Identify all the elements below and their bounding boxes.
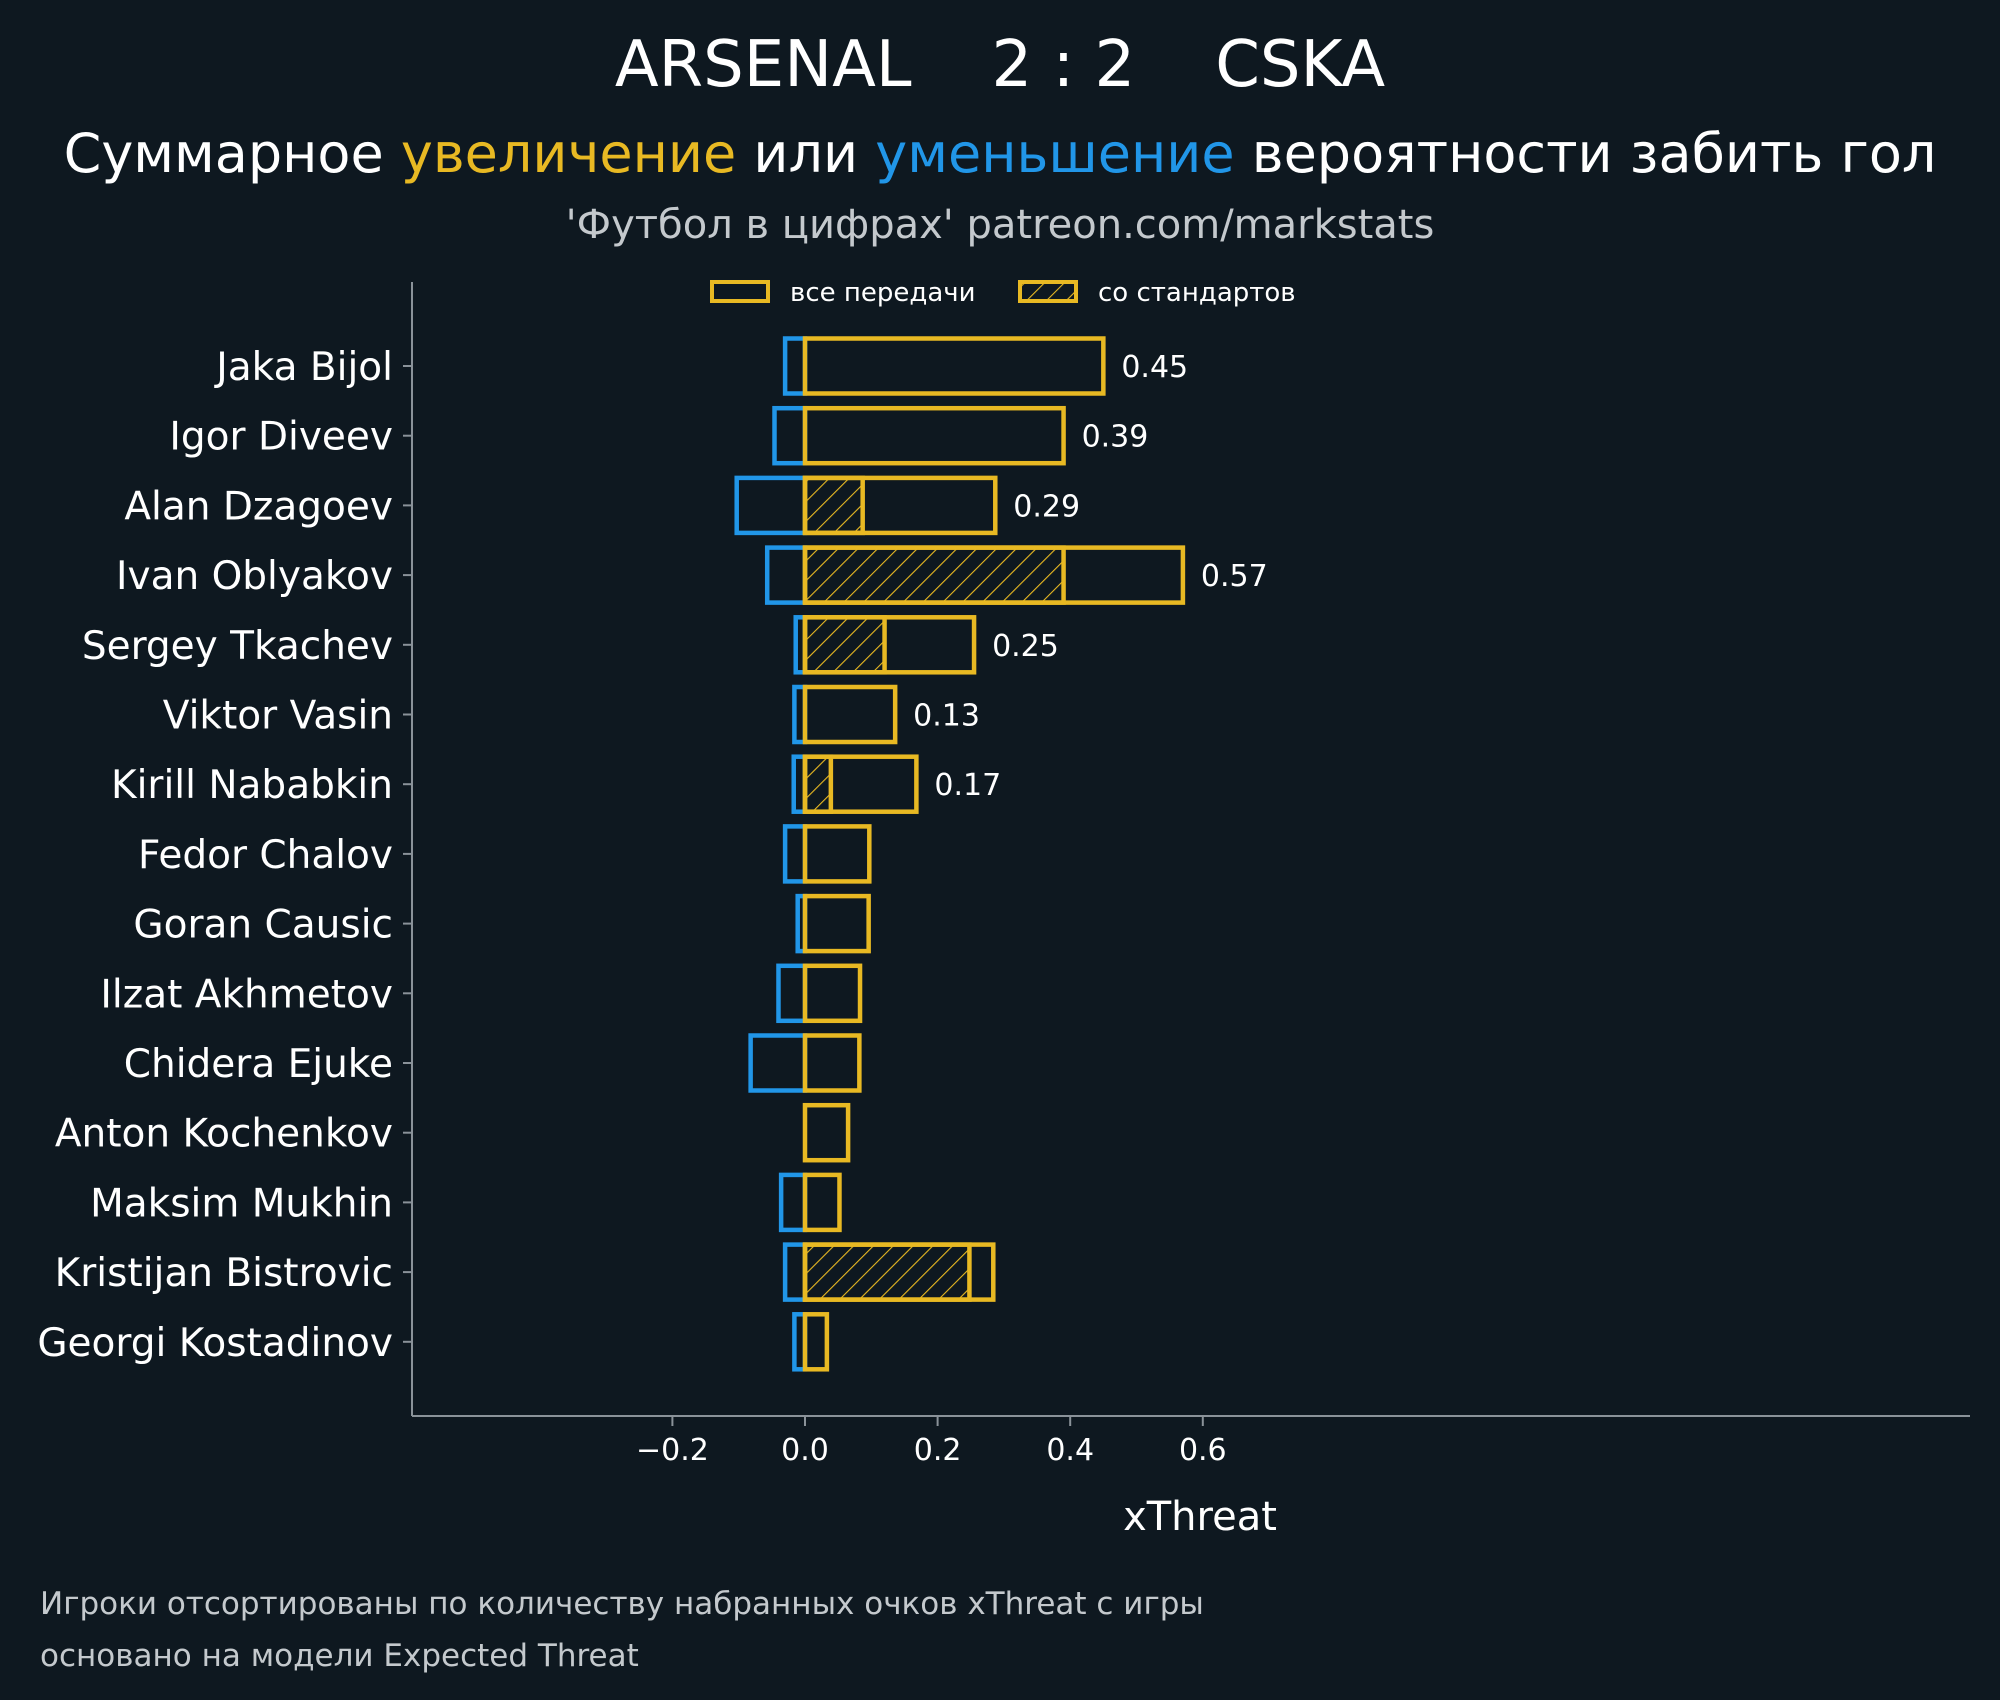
bar-decrease (776, 963, 808, 1024)
bar-decrease (782, 336, 808, 396)
bar-decrease (782, 824, 808, 884)
bar-decrease (778, 1172, 808, 1233)
bar-decrease (782, 1242, 808, 1302)
footer-note-model: основано на модели Expected Threat (40, 1638, 639, 1674)
legend: все передачи со стандартов (710, 278, 1296, 308)
x-axis-label: xThreat (1123, 1494, 1277, 1540)
subtitle-part3: вероятности забить гол (1235, 122, 1937, 185)
legend-label-set-pieces: со стандартов (1098, 278, 1296, 308)
bar-all-passes (802, 1102, 851, 1163)
legend-label-all-passes: все передачи (790, 278, 976, 308)
bar-decrease (734, 475, 808, 536)
bar-all-passes (802, 1242, 996, 1302)
subtitle-increase-word: увеличение (401, 122, 736, 185)
bar-all-passes (802, 545, 1186, 605)
player-label: Anton Kochenkov (55, 1112, 393, 1157)
player-label: Goran Causic (133, 903, 393, 948)
value-label: 0.29 (1013, 489, 1080, 524)
value-label: 0.39 (1082, 420, 1149, 455)
bar-all-passes (802, 963, 863, 1024)
x-tick-label: 0.2 (914, 1433, 962, 1468)
bar-all-passes (802, 893, 871, 954)
bar-all-passes (802, 1033, 862, 1093)
bar-set-pieces (802, 615, 887, 675)
bar-decrease (748, 1033, 808, 1093)
bar-all-passes (802, 684, 898, 745)
x-tick-label: 0.0 (781, 1433, 829, 1468)
chart-source: 'Футбол в цифрах' patreon.com/markstats (566, 202, 1435, 248)
bar-set-pieces (802, 545, 1066, 605)
bar-all-passes (802, 615, 977, 675)
bar-all-passes (802, 824, 872, 884)
bar-decrease (764, 545, 808, 605)
player-labels: Jaka Bijol Igor Diveev Alan Dzagoev Ivan Ob… (37, 345, 412, 1366)
player-label: Ilzat Akhmetov (100, 972, 393, 1017)
chart-subtitle: Суммарное увеличение или уменьшение веро… (64, 122, 1937, 185)
player-label: Georgi Kostadinov (37, 1321, 393, 1366)
player-label: Ivan Oblyakov (116, 554, 393, 599)
home-team: ARSENAL (615, 28, 912, 102)
value-label: 0.25 (992, 629, 1059, 664)
player-label: Kristijan Bistrovic (55, 1251, 393, 1296)
value-label: 0.45 (1121, 350, 1188, 385)
bar-all-passes (802, 475, 998, 536)
subtitle-part1: Суммарное (64, 122, 401, 185)
value-label: 0.13 (913, 699, 980, 734)
legend-swatch-set-pieces (1018, 280, 1078, 303)
bar-set-pieces (802, 475, 865, 536)
player-label: Chidera Ejuke (124, 1042, 393, 1087)
value-label: 0.57 (1201, 559, 1268, 594)
bar-set-pieces (802, 1242, 972, 1302)
player-label: Viktor Vasin (163, 694, 393, 739)
bar-all-passes (802, 754, 919, 814)
match-score: 2 : 2 (992, 28, 1136, 102)
bar-all-passes (802, 336, 1106, 396)
player-label: Kirill Nababkin (111, 763, 393, 808)
bar-all-passes (802, 1312, 830, 1372)
bars-layer: 0.45 0.390.29 0.57 0.25 0.13 0.17 (734, 336, 1268, 1372)
player-label: Igor Diveev (169, 415, 393, 460)
player-label: Alan Dzagoev (124, 484, 393, 529)
away-team: CSKA (1215, 28, 1385, 102)
player-label: Jaka Bijol (213, 345, 393, 390)
x-tick-label: 0.4 (1046, 1433, 1094, 1468)
bar-set-pieces (802, 754, 834, 814)
player-label: Maksim Mukhin (90, 1181, 393, 1226)
x-ticks: −0.2 0.0 0.2 0.4 0.6 (636, 1416, 1227, 1468)
subtitle-part2: или (736, 122, 875, 185)
player-label: Sergey Tkachev (82, 624, 393, 669)
match-title: ARSENAL 2 : 2 CSKA (615, 28, 1385, 102)
bar-all-passes (802, 405, 1066, 466)
x-tick-label: 0.6 (1179, 1433, 1227, 1468)
footer-note-sorted: Игроки отсортированы по количеству набра… (40, 1586, 1204, 1622)
bar-all-passes (802, 1172, 842, 1233)
player-label: Fedor Chalov (138, 833, 393, 878)
subtitle-decrease-word: уменьшение (875, 122, 1234, 185)
bar-decrease (772, 405, 808, 466)
x-tick-label: −0.2 (636, 1433, 709, 1468)
value-label: 0.17 (934, 768, 1001, 803)
legend-swatch-all-passes (710, 280, 770, 303)
